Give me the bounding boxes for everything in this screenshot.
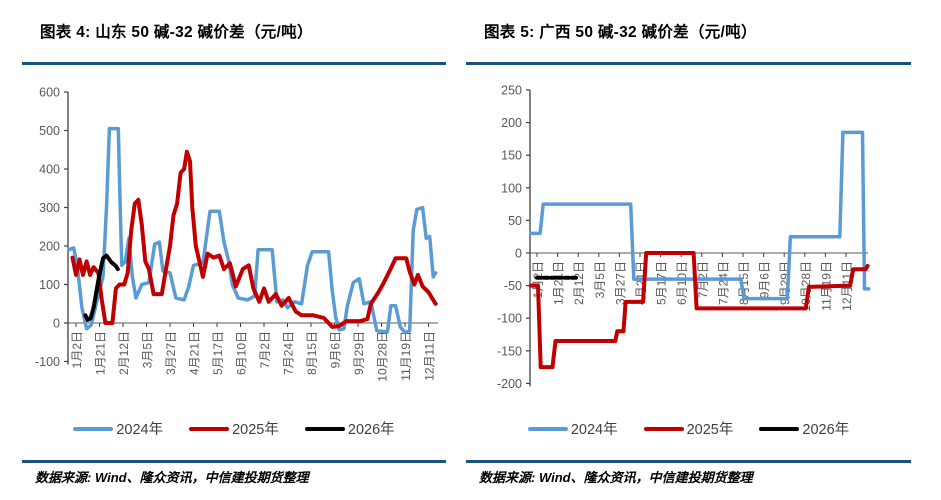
legend-item-2026年: 2026年 bbox=[759, 418, 849, 439]
footer-rule bbox=[22, 460, 446, 463]
title-rule bbox=[22, 62, 446, 65]
legend-swatch bbox=[189, 426, 230, 431]
legend-guangxi: 2024年 2025年 2026年 bbox=[466, 418, 911, 439]
legend-shandong: 2024年 2025年 2026年 bbox=[22, 418, 446, 439]
footer-rule bbox=[466, 460, 911, 463]
legend-swatch bbox=[643, 426, 684, 431]
source-note-shandong: 数据来源: Wind、隆众资讯，中信建投期货整理 bbox=[35, 470, 309, 485]
legend-label: 2025年 bbox=[232, 422, 279, 438]
legend-swatch bbox=[304, 426, 345, 431]
legend-swatch bbox=[73, 426, 114, 431]
legend-label: 2026年 bbox=[802, 422, 850, 438]
legend-label: 2026年 bbox=[347, 422, 395, 438]
chart-title-guangxi: 图表 5: 广西 50 碱-32 碱价差（元/吨） bbox=[484, 24, 757, 41]
legend-swatch bbox=[527, 426, 568, 431]
legend-label: 2025年 bbox=[686, 422, 734, 438]
legend-item-2024年: 2024年 bbox=[73, 418, 163, 439]
chart-panel-guangxi: 图表 5: 广西 50 碱-32 碱价差（元/吨） 2024年 2025年 2026… bbox=[466, 0, 911, 500]
legend-item-2025年: 2025年 bbox=[643, 418, 734, 439]
legend-swatch bbox=[759, 426, 800, 431]
legend-item-2026年: 2026年 bbox=[304, 418, 395, 439]
source-note-guangxi: 数据来源: Wind、隆众资讯，中信建投期货整理 bbox=[479, 470, 753, 485]
legend-label: 2024年 bbox=[570, 422, 618, 438]
legend-label: 2024年 bbox=[116, 422, 164, 438]
chart-title-shandong: 图表 4: 山东 50 碱-32 碱价差（元/吨） bbox=[40, 24, 313, 41]
legend-item-2025年: 2025年 bbox=[189, 418, 279, 439]
title-rule bbox=[466, 62, 911, 65]
chart-panel-shandong: 图表 4: 山东 50 碱-32 碱价差（元/吨） 2024年 2025年 2026… bbox=[22, 0, 446, 500]
legend-item-2024年: 2024年 bbox=[527, 418, 618, 439]
